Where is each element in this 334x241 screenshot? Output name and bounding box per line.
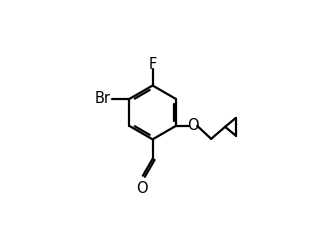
Text: O: O <box>187 118 199 133</box>
Text: O: O <box>136 181 148 196</box>
Text: Br: Br <box>95 92 111 107</box>
Text: F: F <box>149 57 157 72</box>
